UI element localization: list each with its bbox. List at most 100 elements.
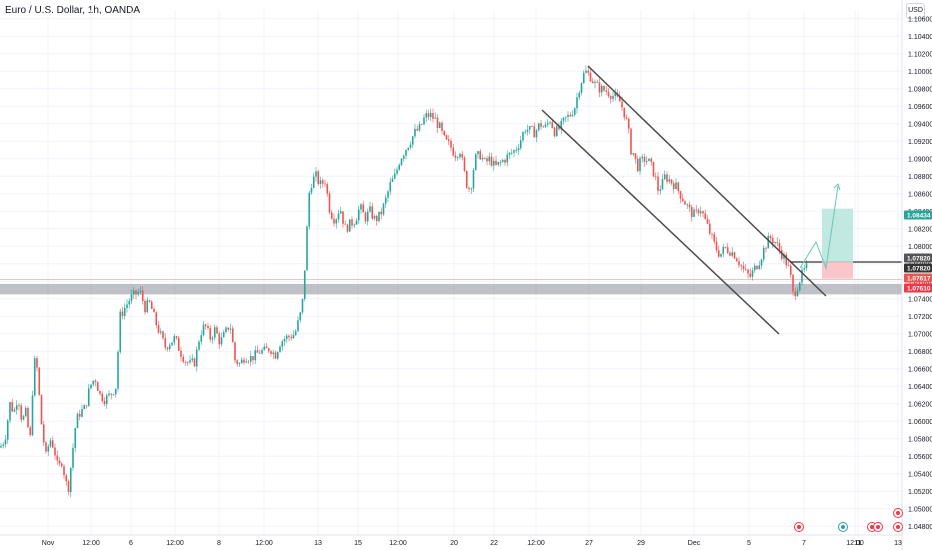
x-tick-label: Dec [688,540,701,547]
candle-body [742,265,745,269]
candle-body [749,273,752,277]
candle-body [490,156,493,166]
candle-body [159,331,162,333]
candle-body [56,455,59,461]
candle-body [324,183,326,185]
x-tick-label: 13 [894,540,902,547]
candle-body [528,126,531,130]
candle-body [229,328,232,330]
candle-body [182,356,185,362]
candle-body [114,388,117,395]
candle-body [533,126,536,138]
candle-body [236,360,239,364]
candle-body [729,252,731,256]
candle-body [36,358,38,368]
event-icons[interactable] [794,508,903,532]
candle-body [726,247,729,253]
candle-body [65,475,68,482]
candle-body [101,393,104,402]
candle-body [157,325,160,333]
x-tick-label: 29 [637,540,645,547]
candle-body [555,126,558,137]
candle-body [148,300,151,302]
candle-body [123,307,126,316]
candle-body [81,409,83,417]
currency-button[interactable]: USD [906,3,925,19]
candle-body [461,153,464,158]
candle-body [330,212,333,219]
candle-body [733,252,736,259]
candles [0,65,808,498]
candle-body [258,352,261,354]
candle-body [256,350,259,353]
candle-body [744,268,747,270]
candle-body [105,395,108,405]
candle-body [112,394,115,396]
candle-body [130,294,133,301]
candle-body [463,157,466,171]
event-icon-dot [870,525,874,529]
candle-body [252,356,254,361]
candle-body [144,301,146,313]
candle-body [299,312,302,321]
candle-body [42,424,45,443]
candle-body [283,338,286,342]
candle-body [411,136,414,145]
candle-body [33,358,36,396]
candle-body [240,359,243,364]
y-tick-label: 1.09000 [908,156,932,163]
candle-body [508,152,511,155]
candle-body [585,70,587,73]
candle-body [495,160,497,165]
candle-body [625,117,628,119]
candle-body [670,179,673,184]
candle-body [675,182,677,190]
candle-body [360,204,362,210]
candle-body [198,341,200,350]
candle-body [612,95,614,99]
grid [0,10,902,535]
candle-body [326,184,329,194]
candle-body [751,270,754,277]
candle-body [715,241,718,251]
candle-body [348,219,351,232]
candle-body [668,179,671,182]
candle-body [398,165,401,170]
candle-body [760,259,763,266]
candle-body [544,124,547,127]
candle-body [69,467,72,493]
candle-body [175,336,178,338]
candle-body [515,149,518,151]
event-icon-dot [876,525,880,529]
price-tag [904,283,932,293]
event-icon-dot [797,525,801,529]
candle-body [438,122,441,128]
candle-body [632,153,635,155]
candle-body [227,327,230,330]
candle-body [774,242,776,244]
candle-body [765,247,767,249]
candle-body [139,290,142,293]
candle-body [506,154,509,163]
y-tick-label: 1.04800 [908,524,932,531]
y-tick-label: 1.05000 [908,506,932,513]
candle-body [540,123,542,127]
candle-body [243,359,245,363]
candle-body [274,352,277,359]
candle-body [58,460,61,464]
candle-body [78,413,81,417]
candle-body [393,173,396,179]
candle-body [308,192,311,227]
candle-body [576,97,578,109]
candle-body [465,170,468,188]
candle-body [468,187,470,189]
price-tag-label: 1.07820 [907,255,931,262]
candle-body [254,350,257,361]
candle-body [627,118,630,129]
candle-body [429,113,432,118]
candle-body [789,265,792,275]
candle-body [38,367,41,395]
x-tick-label: 15 [354,540,362,547]
candle-body [121,311,124,316]
